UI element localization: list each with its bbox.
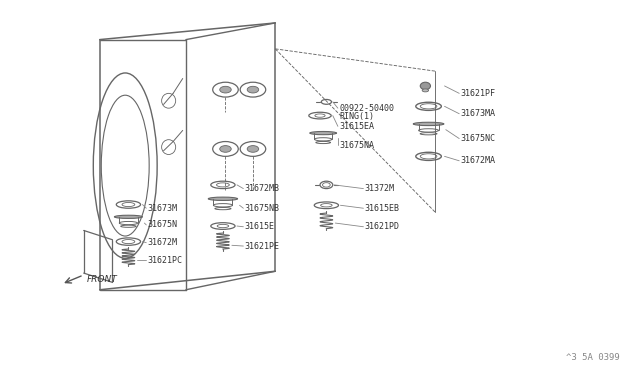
Text: 31372M: 31372M xyxy=(365,184,395,193)
Text: 31621PF: 31621PF xyxy=(461,89,495,98)
Text: 31615EA: 31615EA xyxy=(339,122,374,131)
Text: 31672MA: 31672MA xyxy=(461,156,495,165)
Circle shape xyxy=(220,86,231,93)
Text: 31673MA: 31673MA xyxy=(461,109,495,118)
Circle shape xyxy=(247,145,259,152)
Ellipse shape xyxy=(121,225,136,227)
Text: 31621PD: 31621PD xyxy=(365,222,400,231)
Ellipse shape xyxy=(119,221,138,225)
Text: 31675NB: 31675NB xyxy=(244,204,280,213)
Text: 31621PC: 31621PC xyxy=(148,256,182,264)
Text: 31672MB: 31672MB xyxy=(244,184,280,193)
Ellipse shape xyxy=(208,197,237,201)
Ellipse shape xyxy=(422,89,429,92)
Text: 31672M: 31672M xyxy=(148,238,177,247)
Circle shape xyxy=(220,145,231,152)
Ellipse shape xyxy=(413,122,444,126)
Ellipse shape xyxy=(115,215,143,218)
Text: 31675NC: 31675NC xyxy=(461,134,495,143)
Text: FRONT: FRONT xyxy=(87,275,118,284)
Ellipse shape xyxy=(310,131,337,135)
Ellipse shape xyxy=(419,129,438,132)
Text: 00922-50400: 00922-50400 xyxy=(339,104,394,113)
Text: ^3 5A 0399: ^3 5A 0399 xyxy=(566,353,620,362)
Text: 31615E: 31615E xyxy=(244,222,275,231)
Ellipse shape xyxy=(316,141,331,144)
Text: 31675N: 31675N xyxy=(148,221,177,230)
Ellipse shape xyxy=(213,203,232,207)
Text: 31615EB: 31615EB xyxy=(365,204,400,213)
Text: RING(1): RING(1) xyxy=(339,112,374,121)
Text: 31621PE: 31621PE xyxy=(244,241,280,250)
Ellipse shape xyxy=(420,133,437,135)
Text: 31675NA: 31675NA xyxy=(339,141,374,150)
Ellipse shape xyxy=(314,138,332,141)
Ellipse shape xyxy=(215,208,231,210)
Text: 31673M: 31673M xyxy=(148,204,177,213)
Ellipse shape xyxy=(420,82,431,90)
Circle shape xyxy=(247,86,259,93)
